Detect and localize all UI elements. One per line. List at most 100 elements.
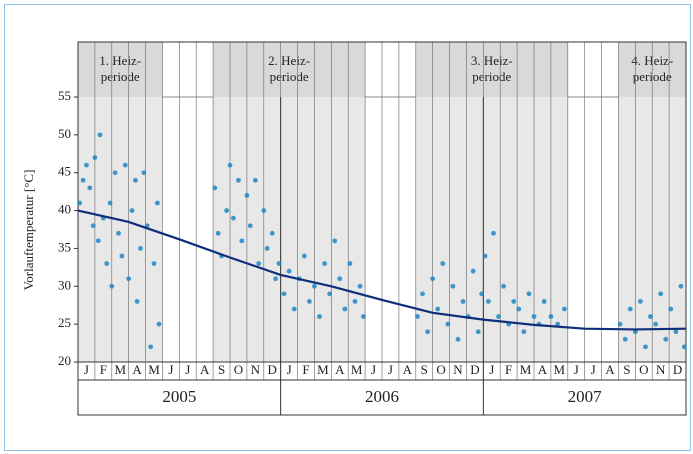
axis-box xyxy=(77,41,687,416)
data-point xyxy=(141,170,147,176)
data-point xyxy=(247,223,253,229)
month-label: S xyxy=(623,362,630,377)
data-point xyxy=(77,200,83,206)
data-point xyxy=(129,208,135,213)
month-label: A xyxy=(605,362,615,377)
month-label: S xyxy=(218,362,225,377)
data-point xyxy=(681,344,687,350)
month-label: D xyxy=(268,362,277,377)
data-point xyxy=(541,299,547,304)
data-point xyxy=(317,314,322,319)
month-label: F xyxy=(100,362,107,377)
month-label: M xyxy=(114,362,126,377)
data-point xyxy=(445,321,451,327)
data-point xyxy=(643,344,648,350)
data-point xyxy=(491,230,496,236)
month-label: F xyxy=(302,362,309,377)
data-point xyxy=(119,253,125,259)
data-point xyxy=(107,200,113,206)
y-tick-label: 30 xyxy=(58,277,71,292)
y-tick-label: 55 xyxy=(58,88,71,103)
data-point xyxy=(92,155,98,160)
y-tick-label: 35 xyxy=(58,239,71,254)
data-point xyxy=(450,283,456,289)
data-point xyxy=(312,283,317,289)
data-point xyxy=(138,246,143,251)
trend-line xyxy=(77,209,687,331)
month-label: J xyxy=(185,362,190,377)
data-point xyxy=(230,215,236,221)
data-point xyxy=(273,276,278,282)
data-point xyxy=(104,261,110,266)
data-point xyxy=(425,329,430,335)
data-point xyxy=(526,291,532,297)
data-point xyxy=(475,329,481,335)
month-label: N xyxy=(656,362,666,377)
month-label: A xyxy=(132,362,142,377)
data-point xyxy=(482,253,488,259)
frame xyxy=(4,4,691,451)
data-point xyxy=(430,276,436,282)
data-point xyxy=(133,177,138,183)
month-label: D xyxy=(470,362,479,377)
data-point xyxy=(678,283,684,289)
month-label: A xyxy=(403,362,413,377)
heating-period-band xyxy=(213,97,366,362)
data-point xyxy=(212,185,218,191)
data-point xyxy=(627,306,633,312)
year-label: 2005 xyxy=(162,387,196,406)
data-point xyxy=(156,321,162,327)
data-point xyxy=(347,261,353,266)
year-label: 2007 xyxy=(568,387,603,406)
data-point xyxy=(357,283,363,289)
data-point xyxy=(361,314,366,319)
month-label: J xyxy=(84,362,89,377)
data-point xyxy=(112,170,118,176)
data-point xyxy=(622,336,628,342)
data-point xyxy=(154,200,160,206)
month-label: J xyxy=(574,362,579,377)
data-point xyxy=(90,223,96,229)
data-point xyxy=(663,336,669,342)
heating-period-header xyxy=(213,42,366,97)
data-point xyxy=(501,283,506,289)
data-point xyxy=(658,291,664,297)
data-point xyxy=(264,246,270,251)
data-point xyxy=(337,276,343,282)
data-point xyxy=(548,314,554,319)
month-label: N xyxy=(453,362,463,377)
month-label: S xyxy=(421,362,428,377)
heating-period-label: periode xyxy=(472,69,511,84)
y-axis-label: Vorlauftemperatur [°C] xyxy=(21,170,36,291)
data-point xyxy=(496,314,501,319)
data-point xyxy=(415,314,420,319)
heating-period-label: periode xyxy=(270,69,309,84)
month-label: J xyxy=(591,362,596,377)
data-point xyxy=(668,306,674,312)
data-point xyxy=(638,299,643,304)
data-point xyxy=(80,177,86,183)
data-point xyxy=(291,306,297,312)
y-tick-label: 50 xyxy=(58,126,71,141)
y-tick-label: 45 xyxy=(58,164,71,179)
y-tick-label: 25 xyxy=(58,315,71,330)
heating-period-label: periode xyxy=(101,69,140,84)
year-label: 2006 xyxy=(365,387,399,406)
data-point xyxy=(301,253,307,259)
data-point xyxy=(116,230,121,236)
data-point xyxy=(134,299,140,304)
data-point xyxy=(286,268,292,274)
data-point xyxy=(617,321,623,327)
heating-period-band xyxy=(415,97,568,362)
month-label: M xyxy=(351,362,363,377)
data-point xyxy=(276,261,282,266)
heating-period-header xyxy=(78,42,163,97)
heating-period-label: 3. Heiz- xyxy=(471,53,513,68)
data-point xyxy=(332,238,338,244)
data-point xyxy=(455,336,461,342)
data-point xyxy=(511,299,517,304)
data-point xyxy=(95,238,101,244)
data-point xyxy=(269,230,275,236)
data-point xyxy=(531,314,537,319)
